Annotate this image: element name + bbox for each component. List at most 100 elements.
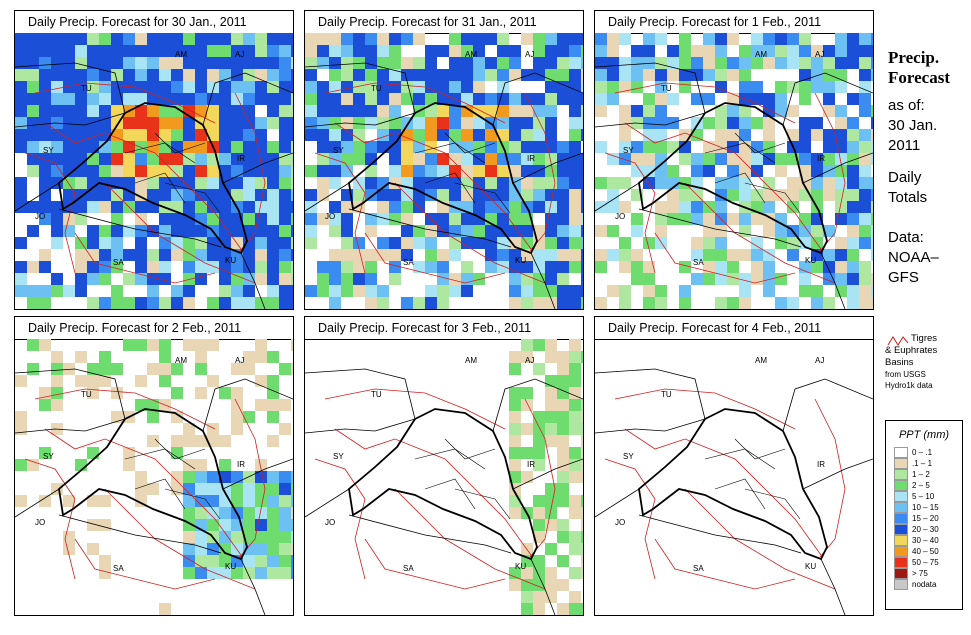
legend-label: 15 – 20 (912, 514, 939, 523)
country-label: SA (693, 258, 704, 267)
legend-swatch (894, 535, 908, 546)
basin-boundary (334, 122, 532, 250)
province-border (154, 132, 206, 154)
country-border (15, 488, 60, 518)
legend-label: nodata (912, 580, 937, 589)
panel-title: Daily Precip. Forecast for 2 Feb., 2011 (15, 317, 293, 340)
basin-boundary (654, 538, 796, 590)
legend-label: 0 – .1 (912, 448, 933, 457)
data-label: Data: (888, 229, 924, 246)
iraq-border (348, 408, 538, 561)
basin-boundary (624, 122, 822, 250)
country-border (820, 558, 846, 615)
country-border (15, 112, 126, 128)
country-label: SA (113, 258, 124, 267)
country-border (305, 368, 416, 420)
basin-boundary (334, 428, 532, 556)
forecast-panel-2: Daily Precip. Forecast for 31 Jan., 2011… (304, 10, 584, 310)
country-border (15, 418, 126, 434)
heading-line-2: Forecast (888, 68, 950, 87)
legend-label: 20 – 30 (912, 525, 939, 534)
precip-map: AM AJ TU SY IR JO SA KU (305, 33, 583, 309)
basin-boundary (524, 398, 556, 558)
country-label: SY (43, 146, 54, 155)
country-border (202, 378, 293, 432)
basin-note-line-2: & Euphrates (885, 345, 938, 356)
ppt-legend: PPT (mm) 0 – .1 .1 – 1 1 – 2 2 – 5 5 – 10 10 … (885, 420, 963, 610)
country-border (348, 208, 512, 248)
province-border (734, 132, 786, 154)
basin-boundary (524, 92, 556, 252)
basin-boundary (684, 488, 836, 590)
map-svg: AM AJ TU SY IR JO SA KU (305, 339, 583, 615)
forecast-panel-5: Daily Precip. Forecast for 3 Feb., 2011 … (304, 316, 584, 616)
country-border (530, 558, 556, 615)
country-label: IR (237, 460, 245, 469)
side-heading: Precip. Forecast (888, 48, 950, 88)
legend-item: 50 – 75 (886, 557, 962, 568)
basin-boundary (394, 182, 546, 284)
legend-label: 30 – 40 (912, 536, 939, 545)
basin-boundary (814, 92, 846, 252)
country-border (492, 72, 583, 126)
precip-cells (15, 33, 293, 309)
province-border (444, 132, 496, 154)
country-label: IR (237, 154, 245, 163)
iraq-border (348, 102, 538, 255)
country-label: KU (805, 562, 816, 571)
legend-item: 0 – .1 (886, 447, 962, 458)
country-border (58, 208, 222, 248)
legend-item: 1 – 2 (886, 469, 962, 480)
country-label: IR (527, 460, 535, 469)
iraq-border (58, 408, 248, 561)
basin-note-line-1: Tigres (911, 333, 938, 344)
country-border (15, 182, 60, 212)
legend-item: > 75 (886, 568, 962, 579)
panel-title: Daily Precip. Forecast for 1 Feb., 2011 (595, 11, 873, 34)
legend-item: nodata (886, 579, 962, 590)
country-label: AM (755, 356, 767, 365)
forecast-panel-1: Daily Precip. Forecast for 30 Jan., 2011… (14, 10, 294, 310)
province-border (714, 478, 766, 510)
legend-swatch (894, 491, 908, 502)
basin-boundary (394, 488, 546, 590)
legend-item: .1 – 1 (886, 458, 962, 469)
precip-map: AM AJ TU SY IR JO SA KU (15, 339, 293, 615)
country-border (820, 252, 846, 309)
basin-boundary (314, 152, 366, 274)
country-label: TU (81, 84, 92, 93)
basin-boundary (34, 388, 216, 430)
country-label: SA (403, 564, 414, 573)
asof-year: 2011 (888, 137, 921, 154)
country-label: SA (113, 564, 124, 573)
iraq-border (638, 408, 828, 561)
country-border (492, 378, 583, 432)
map-svg: AM AJ TU SY IR JO SA KU (15, 339, 293, 615)
country-label: KU (225, 256, 236, 265)
precip-map: AM AJ TU SY IR JO SA KU (595, 339, 873, 615)
basin-boundary (614, 388, 796, 430)
basin-note: Tigres & Euphrates Basins from USGS Hydr… (885, 333, 965, 391)
map-svg: AM AJ TU SY IR JO SA KU (305, 33, 583, 309)
legend-item: 30 – 40 (886, 535, 962, 546)
country-label: AJ (235, 356, 244, 365)
country-border (15, 368, 126, 420)
iraq-border (638, 102, 828, 255)
country-label: KU (515, 256, 526, 265)
country-label: AJ (815, 356, 824, 365)
country-border (595, 62, 706, 114)
basin-boundary (104, 488, 256, 590)
asof-block: as of: 30 Jan. 2011 (888, 96, 937, 156)
legend-title: PPT (mm) (898, 429, 950, 441)
precip-map: AM AJ TU SY IR JO SA KU (15, 33, 293, 309)
country-label: AM (175, 356, 187, 365)
totals-label: Totals (888, 189, 928, 206)
forecast-panel-6: Daily Precip. Forecast for 4 Feb., 2011 … (594, 316, 874, 616)
country-label: KU (805, 256, 816, 265)
precip-cells (15, 339, 293, 615)
legend-rows: 0 – .1 .1 – 1 1 – 2 2 – 5 5 – 10 10 – 15 15 – … (886, 447, 962, 590)
precip-cells (509, 339, 583, 615)
iraq-border (58, 102, 248, 255)
legend-swatch (894, 568, 908, 579)
basin-boundary (684, 182, 836, 284)
